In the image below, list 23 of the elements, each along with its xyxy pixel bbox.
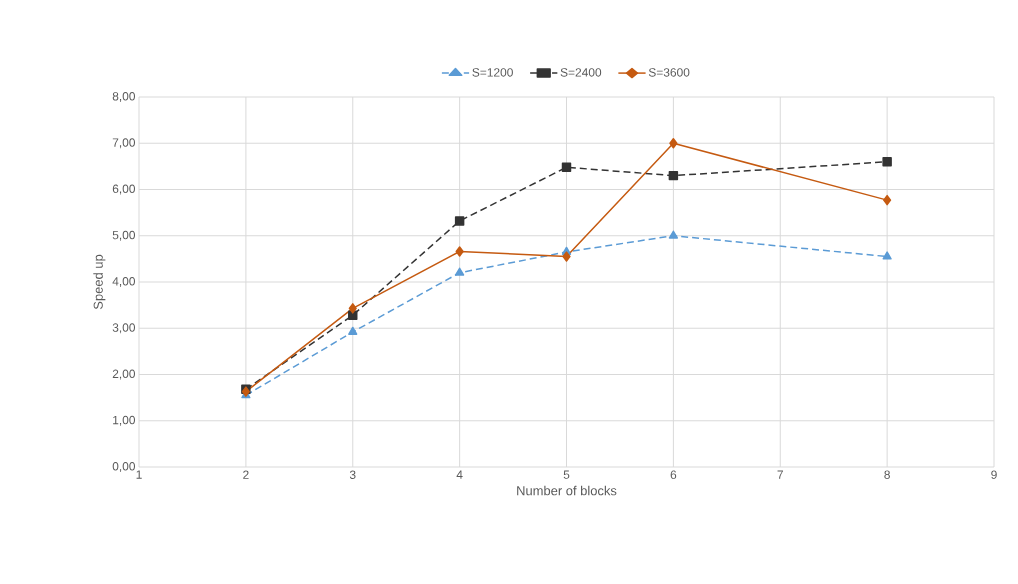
x-tick-label: 6 [670, 470, 677, 479]
y-tick-label: 4,00 [112, 277, 136, 287]
x-tick-label: 8 [884, 470, 890, 479]
y-tick-label: 1,00 [113, 415, 136, 426]
legend-label: S=2400 [560, 68, 602, 77]
x-tick-label: 2 [243, 470, 249, 479]
x-tick-label: 9 [991, 470, 997, 479]
y-tick-label: 3,00 [112, 323, 136, 334]
x-tick-label: 1 [136, 470, 142, 479]
x-tick-label: 5 [563, 470, 570, 479]
y-tick-label: 8,00 [112, 92, 136, 102]
x-tick-label: 4 [456, 470, 463, 479]
legend-label: S=3600 [648, 68, 690, 77]
y-tick-label: 7,00 [112, 138, 136, 149]
x-tick-label: 7 [777, 470, 783, 479]
y-axis-title: Speed up [93, 254, 106, 310]
y-tick-label: 5,00 [112, 230, 136, 241]
legend-label: S=1200 [472, 68, 513, 77]
x-tick-label: 3 [349, 470, 356, 479]
x-axis-title: Number of blocks [517, 485, 617, 496]
y-tick-label: 2,00 [112, 369, 136, 380]
y-tick-label: 6,00 [112, 184, 136, 195]
y-tick-label: 0,00 [112, 462, 136, 472]
